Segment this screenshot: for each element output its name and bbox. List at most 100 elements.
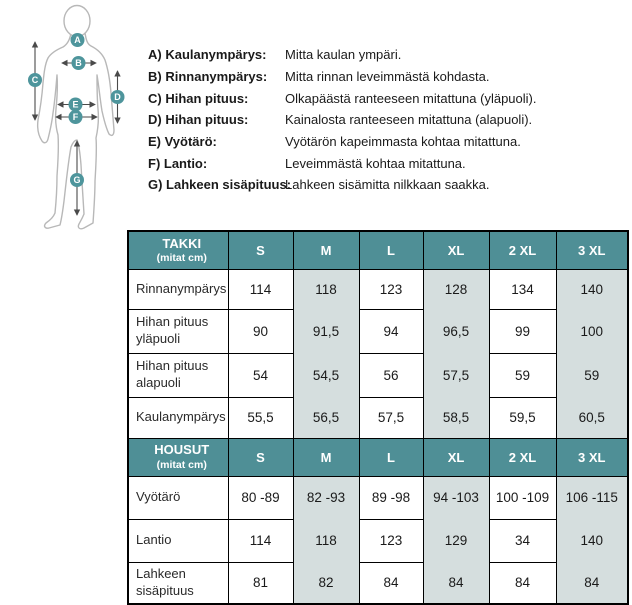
- cell-value: 81: [227, 561, 294, 605]
- cell-value: 94 -103: [422, 476, 490, 519]
- cell-value: 106 -115: [555, 476, 629, 519]
- human-figure-outline: [36, 4, 115, 230]
- badge-a: A: [70, 33, 85, 47]
- cell-value: 84: [422, 562, 490, 605]
- cell-value: 114: [227, 518, 294, 563]
- cell-value: 100 -109: [488, 475, 557, 520]
- table-row: Hihan pituus yläpuoli 90 91,5 94 96,5 99…: [127, 308, 629, 354]
- svg-text:A: A: [74, 35, 81, 45]
- cell-value: 84: [358, 561, 424, 605]
- cell-value: 123: [358, 518, 424, 563]
- measurement-badges: A B C D E F G: [28, 33, 125, 187]
- table-title: TAKKI: [162, 235, 202, 251]
- legend-item-c: C) Hihan pituus: Olkapäästä ranteeseen m…: [148, 87, 618, 109]
- badge-c: C: [28, 73, 42, 87]
- size-header: XL: [422, 230, 490, 270]
- legend-description: Mitta kaulan ympäri.: [285, 47, 402, 63]
- size-header: M: [292, 230, 360, 270]
- cell-value: 60,5: [555, 397, 629, 438]
- cell-value: 80 -89: [227, 475, 294, 520]
- row-label: Kaulanympärys: [127, 396, 229, 439]
- cell-value: 54: [227, 352, 294, 398]
- badge-g: G: [70, 173, 84, 187]
- size-header: 2 XL: [488, 230, 557, 270]
- cell-value: 84: [555, 562, 629, 605]
- cell-value: 140: [555, 269, 629, 309]
- row-label: Lahkeen sisäpituus: [127, 561, 229, 605]
- takki-header-row: TAKKI (mitat cm) S M L XL 2 XL 3 XL: [127, 230, 629, 270]
- legend-label: G) Lahkeen sisäpituus:: [148, 177, 292, 193]
- table-row: Vyötärö 80 -89 82 -93 89 -98 94 -103 100…: [127, 475, 629, 520]
- cell-value: 128: [422, 269, 490, 309]
- takki-title-cell: TAKKI (mitat cm): [127, 230, 229, 270]
- cell-value: 57,5: [422, 353, 490, 397]
- legend-label: E) Vyötärö:: [148, 134, 217, 150]
- legend-label: C) Hihan pituus:: [148, 90, 249, 106]
- cell-value: 58,5: [422, 397, 490, 438]
- cell-value: 82: [292, 562, 360, 605]
- cell-value: 91,5: [292, 309, 360, 353]
- housut-header-row: HOUSUT (mitat cm) S M L XL 2 XL 3 XL: [127, 437, 629, 477]
- row-label: Hihan pituus alapuoli: [127, 352, 229, 398]
- size-header: S: [227, 230, 294, 270]
- cell-value: 134: [488, 268, 557, 310]
- table-row: Kaulanympärys 55,5 56,5 57,5 58,5 59,5 6…: [127, 396, 629, 439]
- cell-value: 123: [358, 268, 424, 310]
- size-header: 2 XL: [488, 437, 557, 477]
- legend-label: F) Lantio:: [148, 155, 208, 171]
- cell-value: 59: [488, 352, 557, 398]
- cell-value: 140: [555, 519, 629, 562]
- table-row: Lantio 114 118 123 129 34 140: [127, 518, 629, 563]
- legend-description: Leveimmästä kohtaa mitattuna.: [285, 155, 466, 171]
- legend-item-d: D) Hihan pituus: Kainalosta ranteeseen m…: [148, 109, 618, 131]
- row-label: Rinnanympärys: [127, 268, 229, 310]
- table-row: Lahkeen sisäpituus 81 82 84 84 84 84: [127, 561, 629, 605]
- legend-description: Mitta rinnan leveimmästä kohdasta.: [285, 69, 490, 85]
- legend-description: Olkapäästä ranteeseen mitattuna (yläpuol…: [285, 90, 537, 106]
- svg-text:G: G: [73, 175, 80, 185]
- cell-value: 55,5: [227, 396, 294, 439]
- size-header: L: [358, 437, 424, 477]
- legend-label: B) Rinnanympärys:: [148, 69, 268, 85]
- legend-label: A) Kaulanympärys:: [148, 47, 267, 63]
- badge-b: B: [71, 56, 86, 70]
- table-row: Rinnanympärys 114 118 123 128 134 140: [127, 268, 629, 310]
- size-header: M: [292, 437, 360, 477]
- cell-value: 100: [555, 309, 629, 353]
- cell-value: 114: [227, 268, 294, 310]
- cell-value: 99: [488, 308, 557, 354]
- cell-value: 118: [292, 519, 360, 562]
- svg-text:C: C: [32, 75, 39, 85]
- legend-item-g: G) Lahkeen sisäpituus: Lahkeen sisämitta…: [148, 174, 618, 196]
- svg-text:E: E: [72, 100, 78, 110]
- svg-text:D: D: [114, 92, 121, 102]
- cell-value: 59,5: [488, 396, 557, 439]
- legend-item-f: F) Lantio: Leveimmästä kohtaa mitattuna.: [148, 152, 618, 174]
- housut-title-cell: HOUSUT (mitat cm): [127, 437, 229, 477]
- badge-d: D: [110, 90, 125, 104]
- legend-item-e: E) Vyötärö: Vyötärön kapeimmasta kohtaa …: [148, 131, 618, 153]
- legend-description: Vyötärön kapeimmasta kohtaa mitattuna.: [285, 134, 521, 150]
- size-header: 3 XL: [555, 230, 629, 270]
- svg-text:B: B: [75, 58, 82, 68]
- legend-label: D) Hihan pituus:: [148, 112, 249, 128]
- cell-value: 94: [358, 308, 424, 354]
- legend-item-a: A) Kaulanympärys: Mitta kaulan ympäri.: [148, 44, 618, 66]
- cell-value: 96,5: [422, 309, 490, 353]
- cell-value: 129: [422, 519, 490, 562]
- cell-value: 84: [488, 561, 557, 605]
- row-label: Lantio: [127, 518, 229, 563]
- cell-value: 118: [292, 269, 360, 309]
- table-title: HOUSUT: [154, 442, 210, 458]
- legend-item-b: B) Rinnanympärys: Mitta rinnan leveimmäs…: [148, 66, 618, 88]
- row-label: Vyötärö: [127, 475, 229, 520]
- size-header: L: [358, 230, 424, 270]
- size-chart-table: TAKKI (mitat cm) S M L XL 2 XL 3 XL Rinn…: [127, 230, 629, 605]
- cell-value: 56: [358, 352, 424, 398]
- row-label: Hihan pituus yläpuoli: [127, 308, 229, 354]
- legend-description: Lahkeen sisämitta nilkkaan saakka.: [285, 177, 490, 193]
- size-header: 3 XL: [555, 437, 629, 477]
- table-subtitle: (mitat cm): [156, 458, 207, 471]
- cell-value: 89 -98: [358, 475, 424, 520]
